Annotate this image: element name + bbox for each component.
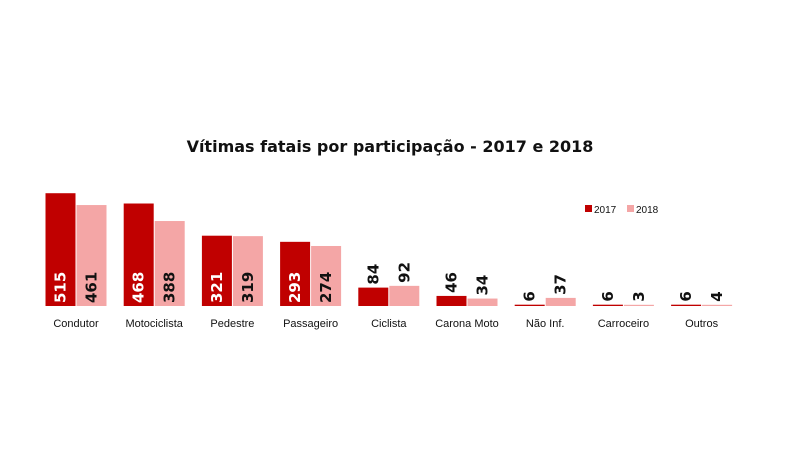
bar-2017-outros [671,304,702,306]
category-label: Carona Moto [435,318,499,330]
bar-2017-condutor [45,193,76,306]
category-label: Não Inf. [526,318,565,330]
bar-2018-condutor [76,205,107,306]
data-label: 3 [630,291,648,301]
data-label: 468 [130,272,148,303]
plot-area: 515 461 Condutor 468 388 Motociclista 321 319 Pe… [45,193,733,330]
data-label: 321 [208,272,226,303]
legend-swatch-2017 [585,205,592,212]
bar-2018-outros [702,304,733,306]
category-label: Outros [685,318,719,330]
data-label: 4 [708,291,726,301]
legend-label-2018: 2018 [636,205,659,216]
data-label: 37 [552,274,570,295]
bar-2018-carona-moto [467,298,498,306]
bar-2017-carona-moto [436,295,467,306]
bar-2017-motociclista [123,203,154,306]
bar-2018-passageiro [311,245,342,306]
category-label: Pedestre [210,318,254,330]
data-label: 388 [161,272,179,303]
bar-2018-pedestre [232,236,263,306]
data-label: 293 [286,272,304,303]
chart-title: Vítimas fatais por participação - 2017 e… [187,137,594,156]
data-label: 84 [364,264,382,285]
category-label: Ciclista [371,318,407,330]
bar-2018-motociclista [154,221,185,306]
data-label: 274 [317,272,335,303]
bar-2018-ciclista [389,285,420,306]
data-label: 6 [599,291,617,301]
data-label: 6 [677,291,695,301]
data-label: 515 [52,272,70,303]
bar-2018-n-o-inf- [545,297,576,306]
data-label: 92 [395,262,413,283]
category-label: Motociclista [125,318,183,330]
data-label: 6 [521,291,539,301]
bar-2017-pedestre [201,235,232,306]
bar-2017-ciclista [358,287,389,306]
legend-label-2017: 2017 [594,205,617,216]
legend-swatch-2018 [627,205,634,212]
data-label: 46 [443,272,461,293]
category-label: Passageiro [283,318,338,330]
data-label: 319 [239,272,257,303]
data-label: 461 [83,272,101,303]
bar-2017-n-o-inf- [514,304,545,306]
category-label: Carroceiro [598,318,649,330]
bar-2017-passageiro [280,241,311,306]
bar-2018-carroceiro [623,304,654,306]
category-label: Condutor [53,318,99,330]
bar-2017-carroceiro [592,304,623,306]
legend: 2017 2018 [585,205,659,216]
data-label: 34 [474,275,492,296]
